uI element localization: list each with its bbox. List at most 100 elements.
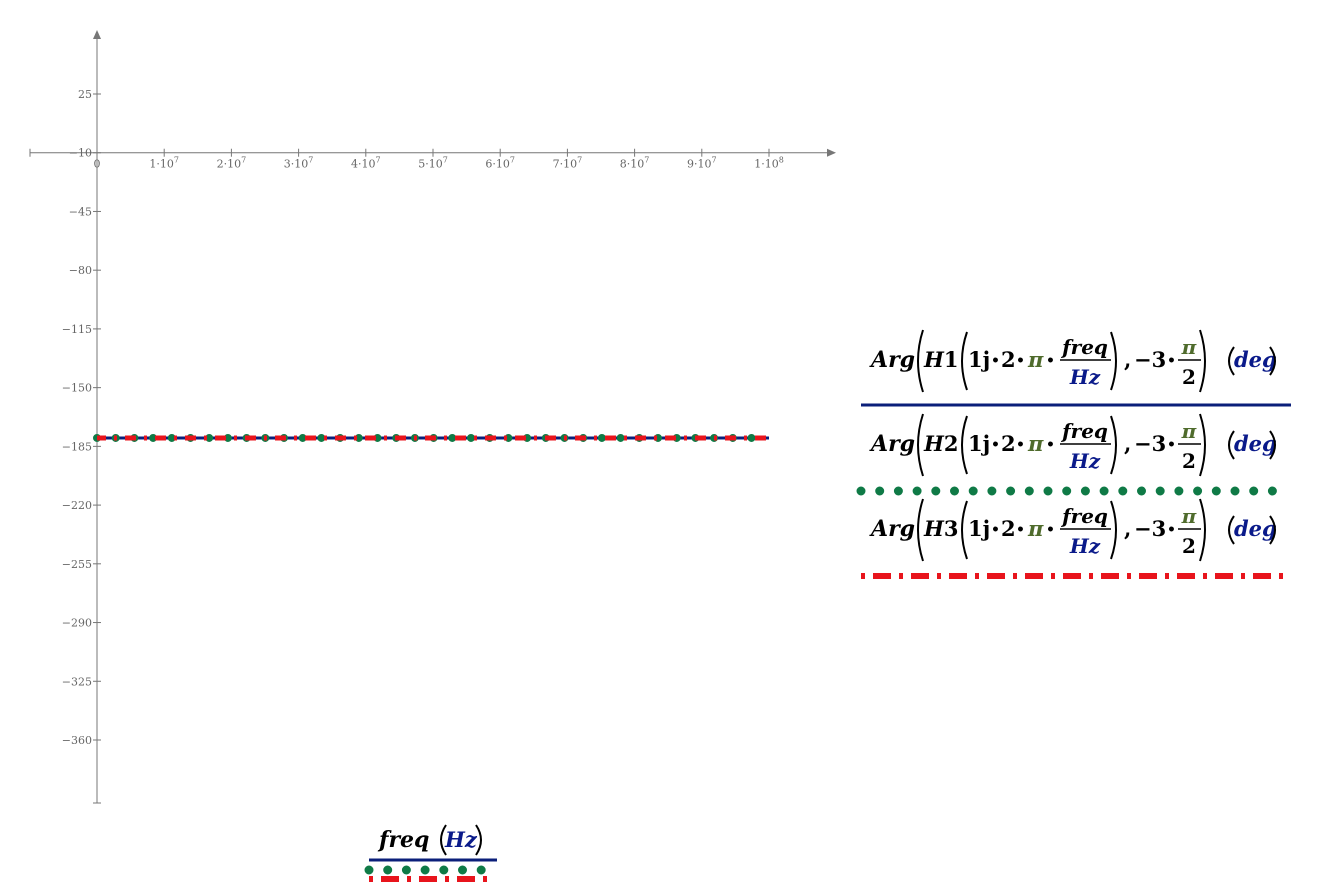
legend-dot: • bbox=[1046, 437, 1055, 453]
right-paren bbox=[1199, 329, 1206, 393]
y-tick-label: −115 bbox=[62, 323, 92, 336]
legend-dot: • bbox=[991, 522, 1000, 538]
legend-half-num: π bbox=[1181, 419, 1197, 443]
legend-frac-den: Hz bbox=[1069, 449, 1101, 473]
left-paren bbox=[440, 824, 447, 856]
left-paren bbox=[961, 415, 968, 475]
legend-half-num: π bbox=[1181, 504, 1197, 528]
legend-pi: π bbox=[1027, 431, 1044, 456]
x-tick-label: 0 bbox=[94, 158, 101, 171]
legend-frac-num: freq bbox=[1060, 504, 1108, 528]
legend-unit: deg bbox=[1234, 431, 1277, 456]
legend-dot: • bbox=[1016, 522, 1025, 538]
right-paren bbox=[1199, 413, 1206, 477]
x-tick-exponent: 7 bbox=[510, 156, 515, 165]
legend-comma: , bbox=[1124, 347, 1131, 372]
legend-two: 2 bbox=[1001, 516, 1016, 541]
y-axis-arrow bbox=[93, 30, 101, 39]
legend-fn: Arg bbox=[869, 516, 915, 542]
x-tick-exponent: 7 bbox=[174, 156, 179, 165]
legend-name: H2 bbox=[923, 431, 958, 456]
legend-dot: • bbox=[1046, 522, 1055, 538]
right-paren bbox=[1269, 430, 1276, 460]
left-paren bbox=[961, 500, 968, 560]
legend-dot: • bbox=[1016, 353, 1025, 369]
legend-dot: • bbox=[1167, 437, 1176, 453]
legend-frac-den: Hz bbox=[1069, 534, 1101, 558]
legend-two: 2 bbox=[1001, 431, 1016, 456]
right-paren bbox=[475, 824, 482, 856]
x-tick-exponent: 7 bbox=[308, 156, 313, 165]
legend-one-j: 1j bbox=[968, 431, 990, 456]
left-paren bbox=[1228, 515, 1235, 545]
legend-comma: , bbox=[1124, 431, 1131, 456]
legend-one-j: 1j bbox=[968, 516, 990, 541]
legend-minus-three: −3 bbox=[1134, 431, 1166, 456]
x-tick-exponent: 7 bbox=[376, 156, 381, 165]
y-tick-label: −10 bbox=[69, 147, 92, 160]
left-paren bbox=[1228, 430, 1235, 460]
right-paren bbox=[1110, 500, 1117, 560]
legend-half-num: π bbox=[1181, 335, 1197, 359]
x-tick-exponent: 8 bbox=[779, 156, 784, 165]
y-tick-label: −290 bbox=[62, 617, 92, 630]
legend-dot: • bbox=[1167, 522, 1176, 538]
legend-minus-three: −3 bbox=[1134, 516, 1166, 541]
right-paren bbox=[1269, 515, 1276, 545]
legend-minus-three: −3 bbox=[1134, 347, 1166, 372]
x-tick-exponent: 7 bbox=[241, 156, 246, 165]
y-tick-label: −220 bbox=[62, 499, 92, 512]
x-tick-exponent: 7 bbox=[577, 156, 582, 165]
chart-ticks: 25 −10 −45 −80 −115 −150 −185 −220 −255 −290 −325 −… bbox=[62, 88, 784, 747]
y-tick-label: −185 bbox=[62, 440, 92, 453]
x-tick-label: 4·107 bbox=[351, 156, 381, 171]
x-tick-label: 2·107 bbox=[217, 156, 247, 171]
legend-name-digit: 1 bbox=[944, 347, 959, 372]
right-paren bbox=[1110, 331, 1117, 391]
right-paren bbox=[1110, 415, 1117, 475]
y-tick-label: −360 bbox=[62, 734, 92, 747]
x-tick-label: 7·107 bbox=[553, 156, 583, 171]
x-tick-label: 1·107 bbox=[149, 156, 179, 171]
x-tick-exponent: 7 bbox=[712, 156, 717, 165]
legend-name: H3 bbox=[923, 516, 958, 541]
legend-fn: Arg bbox=[869, 431, 915, 457]
legend-dot: • bbox=[1046, 353, 1055, 369]
legend-name-digit: 2 bbox=[944, 431, 959, 456]
y-tick-label: −325 bbox=[62, 675, 92, 688]
x-tick-label: 1·108 bbox=[754, 156, 784, 171]
left-paren bbox=[1228, 346, 1235, 376]
legend-half-den: 2 bbox=[1182, 534, 1196, 558]
legend-two: 2 bbox=[1001, 347, 1016, 372]
x-tick-exponent: 7 bbox=[443, 156, 448, 165]
right-paren bbox=[1269, 346, 1276, 376]
legend-unit: deg bbox=[1234, 347, 1277, 372]
x-tick-label: 5·107 bbox=[418, 156, 448, 171]
chart-axes bbox=[29, 30, 836, 804]
left-paren bbox=[917, 498, 924, 562]
legend-name: H1 bbox=[923, 347, 958, 372]
legend-frac-num: freq bbox=[1060, 419, 1108, 443]
x-axis-arrow bbox=[827, 148, 836, 157]
left-paren bbox=[917, 329, 924, 393]
right-paren bbox=[1199, 498, 1206, 562]
x-tick-label: 8·107 bbox=[620, 156, 650, 171]
x-tick-label: 6·107 bbox=[485, 156, 515, 171]
legend-frac-num: freq bbox=[1060, 335, 1108, 359]
legend-name-letter: H bbox=[923, 516, 945, 541]
left-paren bbox=[961, 331, 968, 391]
y-tick-label: 25 bbox=[78, 88, 92, 101]
legend-name-digit: 3 bbox=[944, 516, 959, 541]
legend-dot: • bbox=[991, 353, 1000, 369]
legend-dot: • bbox=[991, 437, 1000, 453]
y-tick-label: −45 bbox=[69, 205, 92, 218]
x-label-unit: Hz bbox=[444, 827, 478, 852]
legend-half-den: 2 bbox=[1182, 365, 1196, 389]
x-label-var: freq bbox=[377, 827, 429, 853]
legend-dot: • bbox=[1016, 437, 1025, 453]
legend-name-letter: H bbox=[923, 431, 945, 456]
